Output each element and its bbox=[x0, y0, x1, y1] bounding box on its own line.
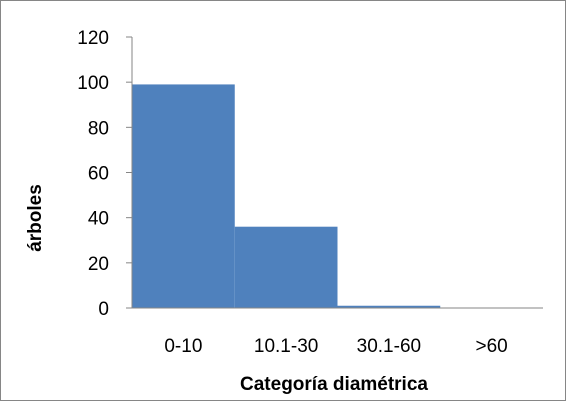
axes-group bbox=[126, 36, 543, 309]
bar-1 bbox=[234, 226, 338, 308]
bar-0 bbox=[132, 84, 235, 308]
y-tick-label-1: 20 bbox=[88, 254, 109, 275]
x-tick-label-1: 10.1-30 bbox=[254, 336, 318, 357]
x-tick-label-0: 0-10 bbox=[164, 336, 202, 357]
y-tick-label-2: 40 bbox=[88, 209, 109, 230]
y-tick-label-5: 100 bbox=[77, 73, 109, 94]
y-tick-label-4: 80 bbox=[88, 118, 109, 139]
x-tick-label-2: 30.1-60 bbox=[357, 336, 421, 357]
y-tick-label-6: 120 bbox=[77, 28, 109, 49]
x-tick-label-3: >60 bbox=[476, 336, 508, 357]
y-tick-label-0: 0 bbox=[98, 299, 109, 320]
x-axis-title: Categoría diamétrica bbox=[240, 374, 428, 395]
bar-2 bbox=[337, 305, 441, 308]
y-tick-labels: 0 20 40 60 80 100 120 bbox=[77, 28, 109, 320]
bars-group bbox=[132, 84, 441, 308]
y-axis-title: árboles bbox=[25, 184, 46, 252]
x-tick-labels: 0-10 10.1-30 30.1-60 >60 bbox=[164, 336, 507, 357]
y-tick-label-3: 60 bbox=[88, 164, 109, 185]
